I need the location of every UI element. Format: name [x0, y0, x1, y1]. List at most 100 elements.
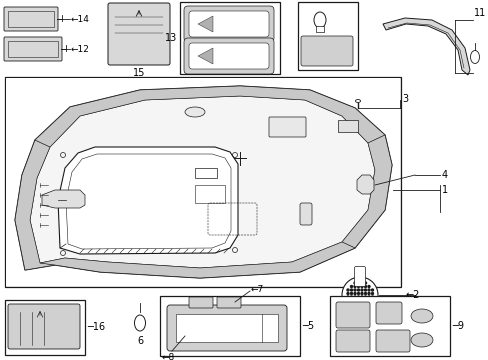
Text: ─16: ─16	[87, 322, 105, 332]
Circle shape	[364, 285, 366, 288]
Ellipse shape	[313, 12, 325, 28]
Polygon shape	[15, 86, 391, 278]
Circle shape	[364, 289, 366, 291]
Circle shape	[350, 289, 352, 291]
Polygon shape	[198, 16, 213, 32]
Bar	[160, 296, 299, 356]
Circle shape	[357, 300, 359, 302]
FancyBboxPatch shape	[108, 3, 170, 65]
Ellipse shape	[184, 107, 204, 117]
Circle shape	[350, 285, 352, 288]
Circle shape	[364, 303, 366, 305]
FancyBboxPatch shape	[189, 43, 268, 69]
Circle shape	[353, 296, 355, 298]
Text: 6: 6	[137, 336, 143, 346]
Circle shape	[360, 306, 362, 309]
Text: 15: 15	[133, 68, 145, 78]
Polygon shape	[356, 175, 373, 194]
Circle shape	[353, 303, 355, 305]
Polygon shape	[35, 86, 384, 147]
Ellipse shape	[355, 99, 360, 103]
Circle shape	[360, 303, 362, 305]
Text: ←2: ←2	[405, 290, 420, 300]
Text: ─5: ─5	[302, 321, 313, 331]
Circle shape	[360, 296, 362, 298]
Circle shape	[350, 292, 352, 294]
Ellipse shape	[134, 315, 145, 331]
Circle shape	[350, 296, 352, 298]
Text: ←14: ←14	[71, 14, 90, 23]
Circle shape	[360, 282, 362, 284]
Polygon shape	[382, 18, 469, 75]
Circle shape	[367, 303, 369, 305]
Text: 1: 1	[441, 185, 447, 195]
Circle shape	[346, 300, 348, 302]
Circle shape	[371, 289, 373, 291]
Polygon shape	[58, 147, 238, 254]
Bar	[176, 314, 278, 342]
Bar	[195, 168, 217, 178]
Circle shape	[353, 306, 355, 309]
FancyBboxPatch shape	[375, 302, 401, 324]
Circle shape	[346, 296, 348, 298]
Polygon shape	[341, 135, 391, 248]
FancyBboxPatch shape	[183, 6, 273, 42]
Bar	[5, 77, 400, 287]
Ellipse shape	[410, 333, 432, 347]
Circle shape	[357, 306, 359, 309]
Circle shape	[353, 282, 355, 284]
Text: ←12: ←12	[71, 45, 90, 54]
FancyBboxPatch shape	[354, 315, 365, 333]
FancyBboxPatch shape	[375, 330, 409, 352]
Circle shape	[367, 285, 369, 288]
Circle shape	[371, 300, 373, 302]
Polygon shape	[66, 154, 230, 249]
Circle shape	[357, 303, 359, 305]
FancyBboxPatch shape	[4, 7, 58, 31]
Bar	[297, 2, 357, 70]
FancyBboxPatch shape	[335, 330, 369, 352]
Bar	[5, 300, 85, 355]
Circle shape	[371, 292, 373, 294]
Circle shape	[353, 289, 355, 291]
Circle shape	[360, 289, 362, 291]
Bar	[6, 78, 399, 286]
Circle shape	[367, 289, 369, 291]
Circle shape	[360, 300, 362, 302]
Text: 3: 3	[401, 94, 407, 104]
FancyBboxPatch shape	[189, 297, 213, 308]
Circle shape	[364, 282, 366, 284]
Circle shape	[364, 306, 366, 309]
FancyBboxPatch shape	[335, 302, 369, 328]
Circle shape	[353, 300, 355, 302]
Polygon shape	[15, 140, 55, 270]
Circle shape	[346, 292, 348, 294]
Circle shape	[364, 292, 366, 294]
Circle shape	[353, 285, 355, 288]
Bar	[315, 26, 324, 32]
Circle shape	[357, 289, 359, 291]
Text: 11: 11	[473, 8, 485, 18]
FancyBboxPatch shape	[8, 304, 80, 349]
Bar	[180, 2, 280, 74]
Circle shape	[360, 285, 362, 288]
Bar	[337, 120, 357, 132]
Circle shape	[353, 292, 355, 294]
Circle shape	[357, 292, 359, 294]
FancyBboxPatch shape	[299, 203, 311, 225]
FancyBboxPatch shape	[183, 38, 273, 74]
Polygon shape	[198, 48, 213, 64]
FancyBboxPatch shape	[4, 37, 62, 61]
FancyBboxPatch shape	[167, 305, 286, 351]
Circle shape	[367, 300, 369, 302]
Circle shape	[357, 285, 359, 288]
Circle shape	[350, 303, 352, 305]
Circle shape	[346, 289, 348, 291]
Bar	[195, 185, 224, 203]
Bar	[329, 296, 449, 356]
Bar	[8, 41, 58, 57]
Circle shape	[357, 282, 359, 284]
Text: ←8: ←8	[161, 353, 174, 360]
Text: ─9: ─9	[451, 321, 463, 331]
FancyBboxPatch shape	[217, 297, 241, 308]
